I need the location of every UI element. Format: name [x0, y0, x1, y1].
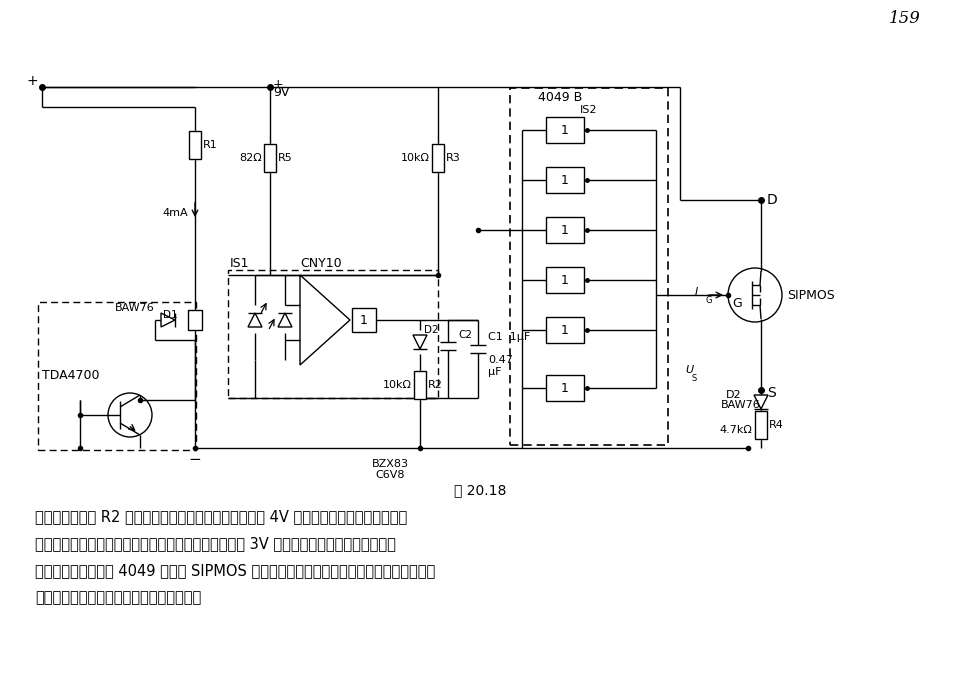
Text: BAW76: BAW76 — [115, 303, 155, 313]
Polygon shape — [161, 313, 175, 327]
Text: +: + — [273, 77, 283, 90]
Bar — [38, 302, 196, 450]
Text: R4: R4 — [769, 420, 784, 430]
Bar — [546, 375, 584, 401]
Polygon shape — [278, 313, 292, 327]
Text: 1: 1 — [561, 123, 569, 136]
Text: I: I — [695, 287, 698, 297]
Bar — [432, 144, 444, 172]
Text: 4.7kΩ: 4.7kΩ — [719, 425, 752, 435]
Text: 1: 1 — [561, 223, 569, 236]
Text: 输入端经过电阻 R2 接地，以使其输出端在电源电压降至 4V 时还是开路的，即两个推挽输: 输入端经过电阻 R2 接地，以使其输出端在电源电压降至 4V 时还是开路的，即两… — [35, 510, 407, 525]
Polygon shape — [754, 395, 768, 409]
Bar — [264, 144, 276, 172]
Text: 以使后接的六反相器 4049 能控制 SIPMOS 晶体管。在工作阶段，光耦输出端开路，使六反: 以使后接的六反相器 4049 能控制 SIPMOS 晶体管。在工作阶段，光耦输出… — [35, 564, 435, 579]
Text: 1: 1 — [561, 273, 569, 286]
Text: SIPMOS: SIPMOS — [787, 288, 835, 301]
Text: 82Ω: 82Ω — [239, 153, 262, 163]
Bar — [189, 131, 201, 159]
Text: 159: 159 — [889, 10, 921, 27]
Text: 4mA: 4mA — [162, 208, 188, 218]
Text: D: D — [767, 193, 778, 207]
Text: S: S — [767, 386, 776, 400]
Polygon shape — [413, 335, 427, 349]
Text: BZX83: BZX83 — [372, 459, 409, 469]
Text: CNY10: CNY10 — [300, 256, 342, 269]
Text: 1: 1 — [561, 382, 569, 395]
Text: 0.47: 0.47 — [488, 355, 513, 365]
Bar — [414, 371, 426, 399]
Text: G: G — [706, 295, 712, 305]
Text: 10kΩ: 10kΩ — [383, 380, 412, 390]
Text: 相器输出端为高电平，而输出端为低电平。: 相器输出端为高电平，而输出端为低电平。 — [35, 590, 202, 606]
Text: 4049 B: 4049 B — [538, 90, 582, 103]
Text: −: − — [188, 453, 202, 467]
Bar — [510, 88, 668, 445]
Text: D1: D1 — [163, 310, 178, 320]
Text: R3: R3 — [446, 153, 461, 163]
Text: 出晶体管保持在截止状态。这样可使电源电压在上升至 3V 左右时光耦输出侧仍为低电平，: 出晶体管保持在截止状态。这样可使电源电压在上升至 3V 左右时光耦输出侧仍为低电… — [35, 536, 396, 551]
Text: C6V8: C6V8 — [375, 470, 405, 480]
Text: BAW76: BAW76 — [721, 400, 760, 410]
Text: S: S — [692, 373, 697, 382]
Text: IS1: IS1 — [230, 256, 250, 269]
Text: R5: R5 — [278, 153, 293, 163]
Text: +: + — [26, 74, 37, 88]
Text: μF: μF — [488, 367, 501, 377]
Text: 图 20.18: 图 20.18 — [454, 483, 506, 497]
Text: IS2: IS2 — [580, 105, 597, 115]
Bar — [546, 317, 584, 343]
Text: R2: R2 — [428, 380, 443, 390]
Text: C1  1μF: C1 1μF — [488, 332, 530, 342]
Bar — [546, 217, 584, 243]
Text: D2: D2 — [726, 390, 742, 400]
Bar — [546, 267, 584, 293]
Text: U: U — [685, 365, 693, 375]
Polygon shape — [248, 313, 262, 327]
Text: 10kΩ: 10kΩ — [401, 153, 430, 163]
Text: C2: C2 — [458, 330, 472, 340]
Bar — [352, 308, 376, 332]
Text: D2: D2 — [424, 325, 439, 335]
Bar — [546, 117, 584, 143]
Bar — [188, 310, 202, 330]
Text: 1: 1 — [561, 173, 569, 186]
Text: R1: R1 — [203, 140, 218, 150]
Bar — [228, 270, 438, 398]
Text: G: G — [732, 297, 742, 310]
Text: TDA4700: TDA4700 — [42, 369, 100, 382]
Text: 1: 1 — [360, 314, 368, 327]
Text: 1: 1 — [561, 323, 569, 336]
Bar — [755, 411, 767, 439]
Text: 9V: 9V — [273, 86, 289, 99]
Bar — [546, 167, 584, 193]
